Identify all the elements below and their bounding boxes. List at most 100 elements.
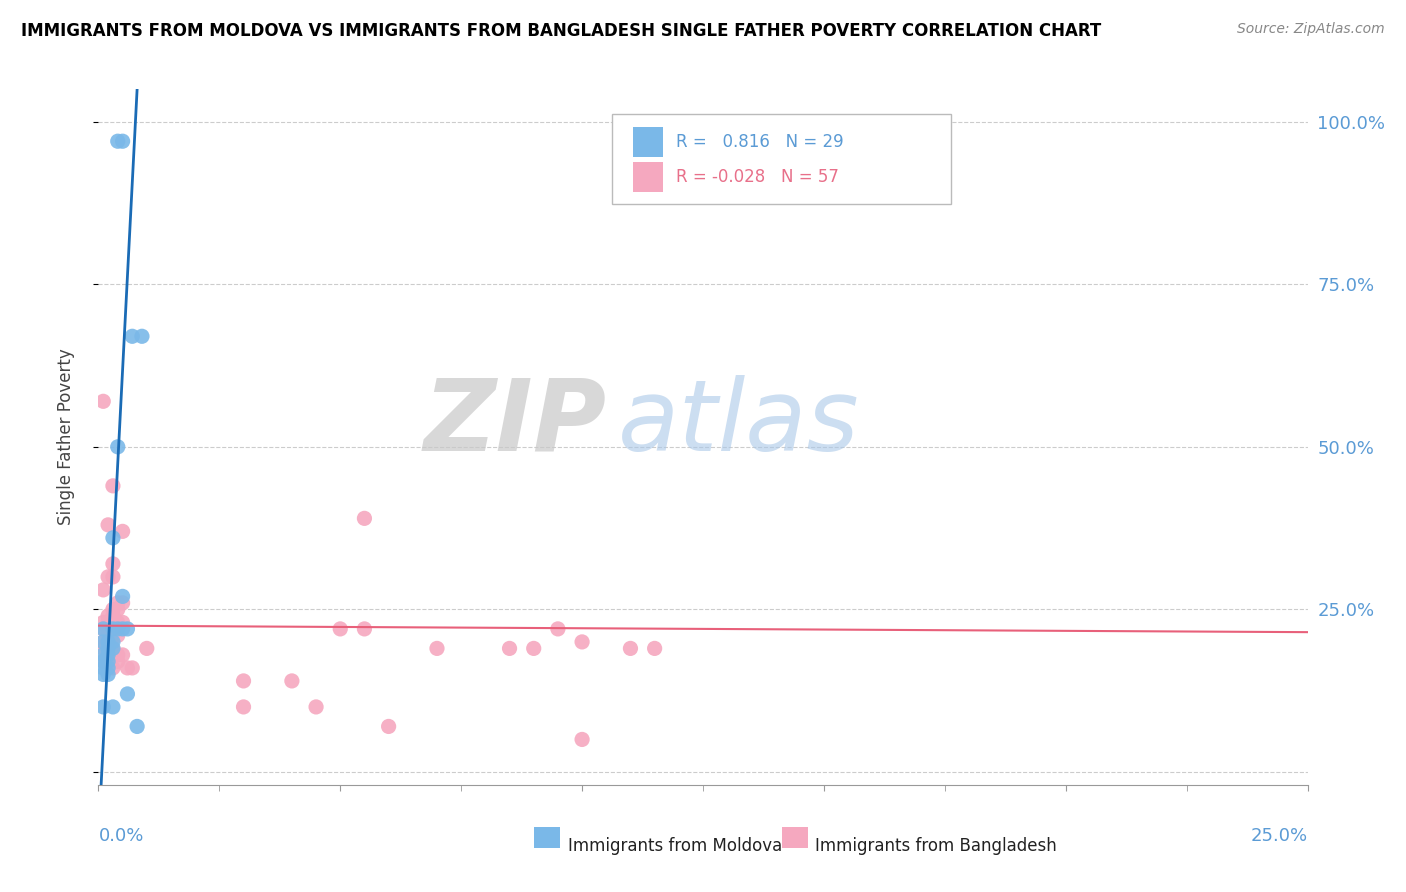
- Point: [101, 531, 124, 545]
- Point: [91, 654, 114, 668]
- Point: [101, 641, 124, 656]
- Point: [111, 615, 134, 630]
- Point: [644, 641, 666, 656]
- Text: Immigrants from Bangladesh: Immigrants from Bangladesh: [815, 837, 1057, 855]
- FancyBboxPatch shape: [613, 113, 950, 204]
- Point: [101, 557, 124, 571]
- Point: [111, 596, 134, 610]
- Point: [101, 615, 124, 630]
- Point: [91, 667, 114, 681]
- Point: [547, 622, 569, 636]
- Text: IMMIGRANTS FROM MOLDOVA VS IMMIGRANTS FROM BANGLADESH SINGLE FATHER POVERTY CORR: IMMIGRANTS FROM MOLDOVA VS IMMIGRANTS FR…: [21, 22, 1101, 40]
- Point: [97, 661, 120, 675]
- Bar: [633, 127, 664, 157]
- Point: [97, 654, 120, 668]
- Text: 0.0%: 0.0%: [98, 827, 143, 845]
- Point: [97, 635, 120, 649]
- Point: [107, 134, 129, 148]
- Point: [111, 524, 134, 539]
- Point: [353, 622, 375, 636]
- Point: [107, 648, 129, 662]
- Point: [498, 641, 520, 656]
- Point: [107, 628, 129, 642]
- Point: [97, 628, 120, 642]
- Y-axis label: Single Father Poverty: Single Father Poverty: [56, 349, 75, 525]
- Point: [107, 615, 129, 630]
- Point: [571, 635, 593, 649]
- Point: [97, 654, 120, 668]
- Point: [101, 628, 124, 642]
- Point: [107, 654, 129, 668]
- Point: [97, 622, 120, 636]
- Point: [101, 648, 124, 662]
- Point: [91, 654, 114, 668]
- Point: [353, 511, 375, 525]
- Point: [91, 700, 114, 714]
- Point: [91, 641, 114, 656]
- Text: ZIP: ZIP: [423, 375, 606, 472]
- Point: [91, 394, 114, 409]
- Point: [101, 479, 124, 493]
- Point: [91, 635, 114, 649]
- Point: [101, 661, 124, 675]
- Point: [91, 582, 114, 597]
- Point: [329, 622, 352, 636]
- Point: [91, 648, 114, 662]
- Point: [97, 570, 120, 584]
- Text: R = -0.028   N = 57: R = -0.028 N = 57: [676, 168, 839, 186]
- Point: [107, 622, 129, 636]
- Point: [111, 622, 134, 636]
- Point: [135, 641, 157, 656]
- Point: [101, 635, 124, 649]
- Bar: [782, 827, 808, 847]
- Point: [571, 732, 593, 747]
- Point: [117, 687, 139, 701]
- Point: [101, 622, 124, 636]
- Text: atlas: atlas: [619, 375, 860, 472]
- Point: [97, 641, 120, 656]
- Point: [91, 661, 114, 675]
- Point: [305, 700, 328, 714]
- Point: [232, 673, 254, 688]
- Text: 25.0%: 25.0%: [1250, 827, 1308, 845]
- Point: [91, 622, 114, 636]
- Point: [107, 440, 129, 454]
- Bar: [534, 827, 561, 847]
- Point: [426, 641, 449, 656]
- Point: [107, 596, 129, 610]
- Point: [281, 673, 304, 688]
- Bar: [633, 161, 664, 192]
- Point: [107, 622, 129, 636]
- Point: [107, 602, 129, 616]
- Point: [97, 517, 120, 532]
- Point: [117, 661, 139, 675]
- Point: [111, 590, 134, 604]
- Point: [97, 615, 120, 630]
- Point: [97, 608, 120, 623]
- Point: [111, 134, 134, 148]
- Point: [101, 700, 124, 714]
- Point: [117, 622, 139, 636]
- Point: [97, 648, 120, 662]
- Point: [97, 667, 120, 681]
- Point: [232, 700, 254, 714]
- Point: [377, 719, 399, 733]
- Point: [91, 635, 114, 649]
- Point: [619, 641, 641, 656]
- Point: [101, 622, 124, 636]
- Point: [91, 615, 114, 630]
- Point: [523, 641, 546, 656]
- Text: Source: ZipAtlas.com: Source: ZipAtlas.com: [1237, 22, 1385, 37]
- Text: R =   0.816   N = 29: R = 0.816 N = 29: [676, 133, 844, 151]
- Point: [111, 648, 134, 662]
- Point: [101, 570, 124, 584]
- Point: [101, 608, 124, 623]
- Point: [121, 329, 143, 343]
- Point: [101, 641, 124, 656]
- Point: [131, 329, 153, 343]
- Point: [121, 661, 143, 675]
- Point: [101, 602, 124, 616]
- Point: [97, 635, 120, 649]
- Point: [91, 622, 114, 636]
- Point: [127, 719, 149, 733]
